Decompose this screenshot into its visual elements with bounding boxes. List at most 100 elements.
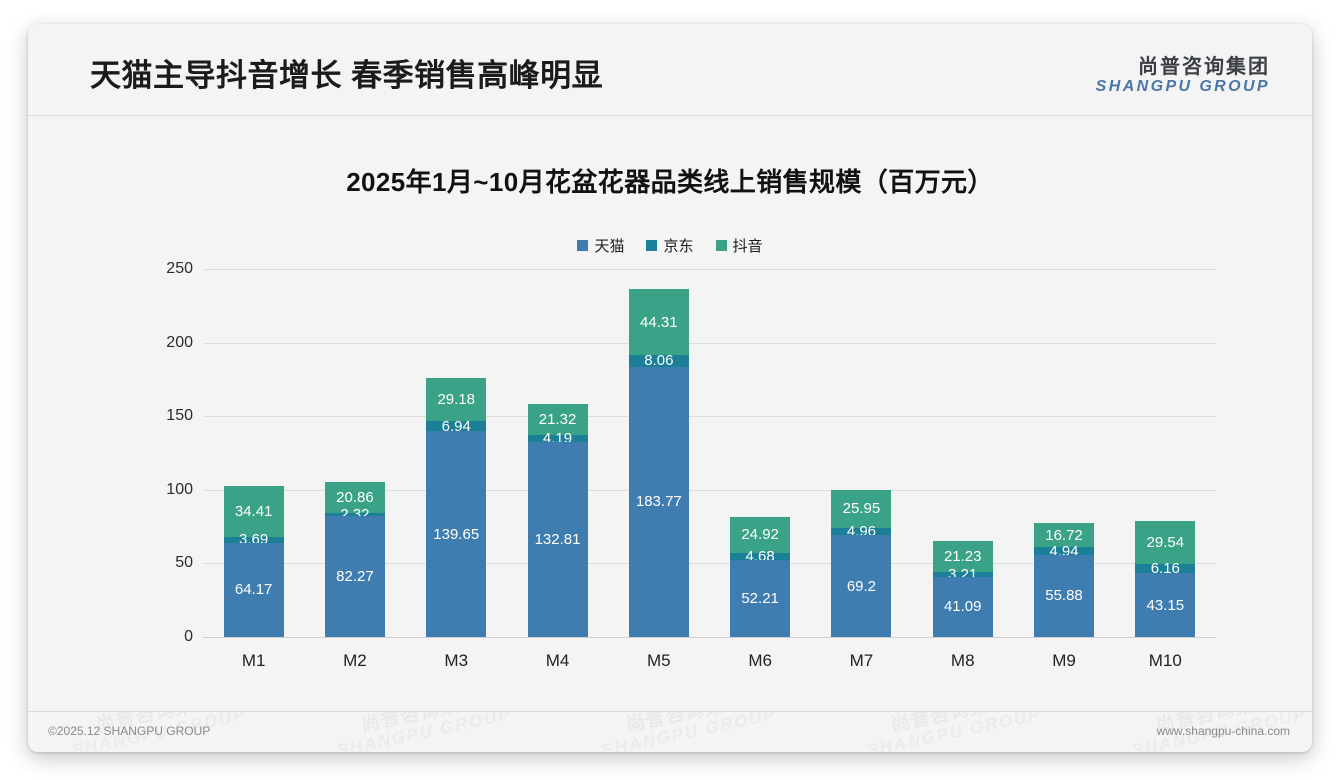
x-axis-tick: M6 bbox=[748, 651, 772, 670]
plot-area: 250 200 150 100 50 0 34.41 3.69 64.17 M1 20.86 2.3… bbox=[166, 260, 1216, 670]
bar-column[interactable]: 44.31 8.06 183.77 M5 bbox=[628, 269, 689, 670]
bar-segment-抖音[interactable]: 21.23 bbox=[932, 540, 993, 572]
brand-logo-cn: 尚普咨询集团 bbox=[1138, 56, 1270, 78]
chart-title: 2025年1月~10月花盆花器品类线上销售规模（百万元） bbox=[346, 167, 994, 197]
bar-segment-京东[interactable]: 6.16 bbox=[1135, 560, 1196, 578]
slide-footer: ©2025.12 SHANGPU GROUP www.shangpu-china… bbox=[28, 711, 1312, 752]
bar-value-label: 21.32 bbox=[538, 411, 577, 429]
legend-item-抖音[interactable]: 抖音 bbox=[715, 235, 763, 256]
bar-segment-天猫[interactable]: 183.77 bbox=[628, 366, 689, 637]
bar-segment-抖音[interactable]: 20.86 bbox=[324, 481, 385, 513]
bar-segment-京东[interactable]: 8.06 bbox=[628, 352, 689, 370]
bar-value-label: 44.31 bbox=[640, 313, 678, 331]
page-title: 天猫主导抖音增长 春季销售高峰明显 bbox=[90, 58, 604, 93]
bar-segment-天猫[interactable]: 139.65 bbox=[426, 431, 487, 637]
gridline bbox=[203, 637, 1216, 638]
chart-container: 2025年1月~10月花盆花器品类线上销售规模（百万元） 天猫 京东 抖音 250 2… bbox=[28, 117, 1312, 711]
legend-item-天猫[interactable]: 天猫 bbox=[577, 235, 624, 256]
brand-logo: 尚普咨询集团 SHANGPU GROUP bbox=[1096, 56, 1270, 96]
bar-segment-天猫[interactable]: 64.17 bbox=[223, 542, 284, 637]
bar-column[interactable]: 34.41 3.69 64.17 M1 bbox=[223, 269, 284, 670]
bar-value-label: 183.77 bbox=[635, 493, 682, 511]
bar-value-label: 132.81 bbox=[534, 530, 581, 548]
brand-logo-en: SHANGPU GROUP bbox=[1095, 78, 1270, 95]
bar-value-label: 8.06 bbox=[644, 352, 674, 370]
bar-segment-天猫[interactable]: 52.21 bbox=[730, 560, 791, 637]
bar-segment-抖音[interactable]: 21.32 bbox=[527, 403, 588, 436]
bar-value-label: 6.94 bbox=[441, 417, 471, 435]
bar-column[interactable]: 29.18 6.94 139.65 M3 bbox=[426, 269, 487, 670]
y-axis-tick: 100 bbox=[166, 480, 193, 498]
bar-segment-抖音[interactable]: 29.54 bbox=[1135, 520, 1196, 565]
bar-value-label: 43.15 bbox=[1146, 596, 1185, 614]
y-axis-tick: 150 bbox=[166, 407, 193, 425]
bar-value-label: 20.86 bbox=[336, 488, 374, 506]
bar-value-label: 16.72 bbox=[1045, 526, 1083, 544]
bar-segment-京东[interactable]: 4.96 bbox=[831, 524, 892, 539]
x-axis-tick: M7 bbox=[849, 651, 874, 670]
gridline bbox=[203, 342, 1216, 344]
legend-item-京东[interactable]: 京东 bbox=[646, 235, 694, 256]
legend-label: 抖音 bbox=[732, 238, 763, 255]
bar-value-label: 24.92 bbox=[741, 526, 779, 544]
bar-segment-抖音[interactable]: 16.72 bbox=[1034, 522, 1095, 548]
bar-column[interactable]: 24.92 4.68 52.21 M6 bbox=[730, 269, 791, 670]
bar-segment-京东[interactable]: 6.94 bbox=[426, 417, 487, 435]
x-axis-tick: M2 bbox=[343, 651, 367, 670]
bar-segment-天猫[interactable]: 132.81 bbox=[527, 441, 588, 637]
bar-segment-天猫[interactable]: 55.88 bbox=[1034, 554, 1095, 637]
bar-segment-抖音[interactable]: 24.92 bbox=[730, 516, 791, 554]
legend-swatch-icon bbox=[646, 240, 658, 251]
bar-segment-天猫[interactable]: 43.15 bbox=[1135, 573, 1196, 637]
x-axis-tick: M1 bbox=[241, 651, 266, 670]
slide-header: 天猫主导抖音增长 春季销售高峰明显 尚普咨询集团 SHANGPU GROUP bbox=[28, 24, 1312, 116]
x-axis-tick: M4 bbox=[545, 651, 570, 670]
bar-column[interactable]: 21.23 3.21 41.09 M8 bbox=[932, 269, 993, 670]
y-axis-tick: 200 bbox=[166, 333, 193, 351]
gridline bbox=[203, 269, 1216, 270]
bar-segment-抖音[interactable]: 44.31 bbox=[628, 289, 689, 355]
bar-column[interactable]: 20.86 2.32 82.27 M2 bbox=[324, 269, 385, 670]
bar-value-label: 21.23 bbox=[943, 547, 982, 565]
bar-segment-抖音[interactable]: 29.18 bbox=[426, 378, 487, 422]
y-axis-tick: 50 bbox=[175, 554, 193, 572]
bar-group: 34.41 3.69 64.17 M1 20.86 2.32 82.27 M2 29.18 6.9… bbox=[203, 269, 1216, 670]
gridline bbox=[203, 489, 1216, 491]
bar-value-label: 64.17 bbox=[234, 581, 273, 599]
bar-column[interactable]: 21.32 4.19 132.81 M4 bbox=[527, 269, 588, 670]
bar-value-label: 34.41 bbox=[234, 503, 273, 521]
bar-segment-京东[interactable]: 4.68 bbox=[730, 549, 791, 564]
bar-segment-天猫[interactable]: 69.2 bbox=[831, 535, 892, 637]
bar-value-label: 29.18 bbox=[437, 391, 475, 409]
bar-column[interactable]: 29.54 6.16 43.15 M10 bbox=[1135, 269, 1196, 670]
bar-column[interactable]: 16.72 4.94 55.88 M9 bbox=[1034, 269, 1095, 670]
x-axis-tick: M3 bbox=[444, 651, 469, 670]
bar-value-label: 82.27 bbox=[336, 567, 374, 585]
x-axis-tick: M9 bbox=[1052, 651, 1076, 670]
bar-value-label: 55.88 bbox=[1045, 587, 1083, 605]
bar-segment-天猫[interactable]: 82.27 bbox=[324, 515, 385, 637]
legend-swatch-icon bbox=[577, 240, 589, 251]
bar-segment-天猫[interactable]: 41.09 bbox=[932, 576, 993, 637]
gridline bbox=[203, 416, 1216, 418]
bar-segment-京东[interactable]: 4.94 bbox=[1034, 544, 1095, 559]
legend-label: 天猫 bbox=[594, 238, 625, 255]
bar-value-label: 139.65 bbox=[433, 525, 480, 543]
footer-website: www.shangpu-china.com bbox=[1156, 724, 1290, 738]
x-axis-tick: M8 bbox=[950, 651, 975, 670]
bar-value-label: 25.95 bbox=[842, 500, 881, 518]
footer-copyright: ©2025.12 SHANGPU GROUP bbox=[48, 724, 211, 738]
x-axis-tick: M10 bbox=[1148, 651, 1182, 670]
bar-value-label: 29.54 bbox=[1146, 534, 1185, 552]
plot-wrapper: 250 200 150 100 50 0 34.41 3.69 64.17 M1 20.86 2.3… bbox=[128, 260, 1238, 679]
legend-label: 京东 bbox=[663, 238, 694, 255]
bar-segment-抖音[interactable]: 34.41 bbox=[223, 486, 284, 538]
bar-value-label: 52.21 bbox=[741, 590, 779, 608]
bar-value-label: 6.16 bbox=[1150, 560, 1180, 578]
legend-swatch-icon bbox=[715, 240, 727, 251]
gridline bbox=[203, 563, 1216, 565]
x-axis-tick: M5 bbox=[647, 651, 671, 670]
chart-legend: 天猫 京东 抖音 bbox=[28, 235, 1312, 256]
bar-segment-抖音[interactable]: 25.95 bbox=[831, 489, 892, 528]
bar-column[interactable]: 25.95 4.96 69.2 M7 bbox=[831, 269, 892, 670]
